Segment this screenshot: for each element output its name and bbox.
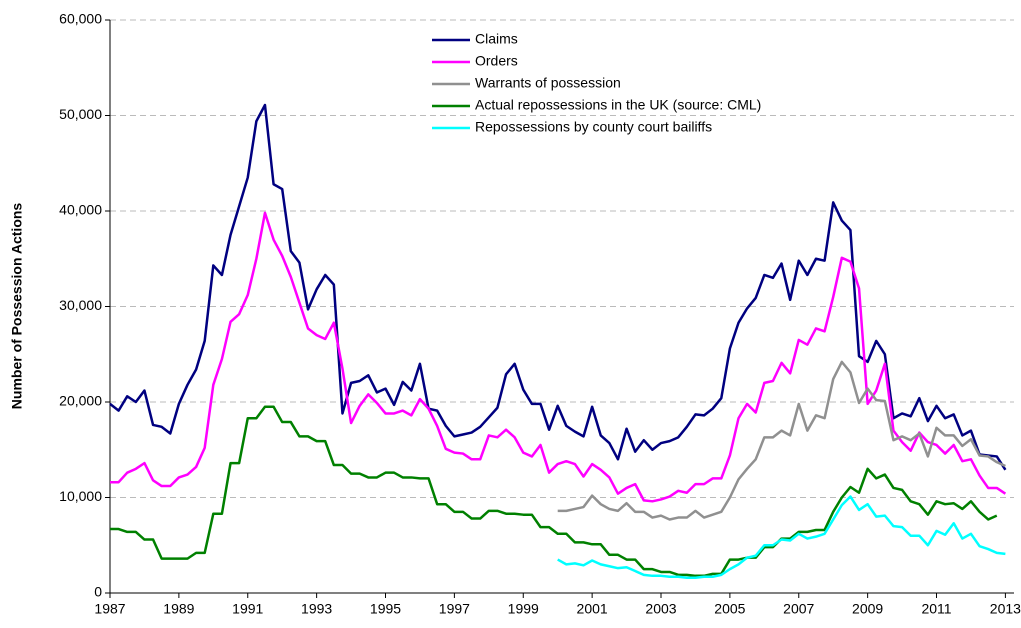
x-tick-label: 2001 (577, 601, 608, 617)
series-line (110, 211, 1007, 503)
x-tick-label: 2013 (990, 601, 1021, 617)
series-line (557, 495, 1006, 579)
x-tick-label: 2005 (714, 601, 745, 617)
legend-label: Claims (475, 31, 518, 47)
y-axis-label: Number of Possession Actions (9, 203, 25, 410)
x-tick-label: 2003 (645, 601, 676, 617)
y-tick-label: 0 (94, 584, 102, 600)
x-tick-label: 1987 (94, 601, 125, 617)
x-tick-label: 1997 (439, 601, 470, 617)
x-tick-label: 1995 (370, 601, 401, 617)
y-tick-label: 10,000 (59, 488, 102, 504)
legend-label: Warrants of possession (475, 75, 621, 91)
series-line (110, 405, 998, 578)
y-tick-label: 20,000 (59, 393, 102, 409)
y-tick-label: 50,000 (59, 106, 102, 122)
x-tick-label: 1993 (301, 601, 332, 617)
legend-label: Orders (475, 53, 518, 69)
x-tick-label: 1999 (508, 601, 539, 617)
y-tick-label: 30,000 (59, 297, 102, 313)
legend-label: Repossessions by county court bailiffs (475, 119, 712, 135)
x-tick-label: 2007 (783, 601, 814, 617)
x-tick-label: 2009 (852, 601, 883, 617)
legend-label: Actual repossessions in the UK (source: … (475, 97, 761, 113)
y-tick-label: 60,000 (59, 11, 102, 27)
series-line (557, 360, 1006, 521)
y-tick-label: 40,000 (59, 202, 102, 218)
series-line (109, 103, 1007, 471)
x-tick-label: 2011 (921, 601, 951, 617)
x-tick-label: 1991 (232, 601, 263, 617)
x-tick-label: 1989 (163, 601, 194, 617)
